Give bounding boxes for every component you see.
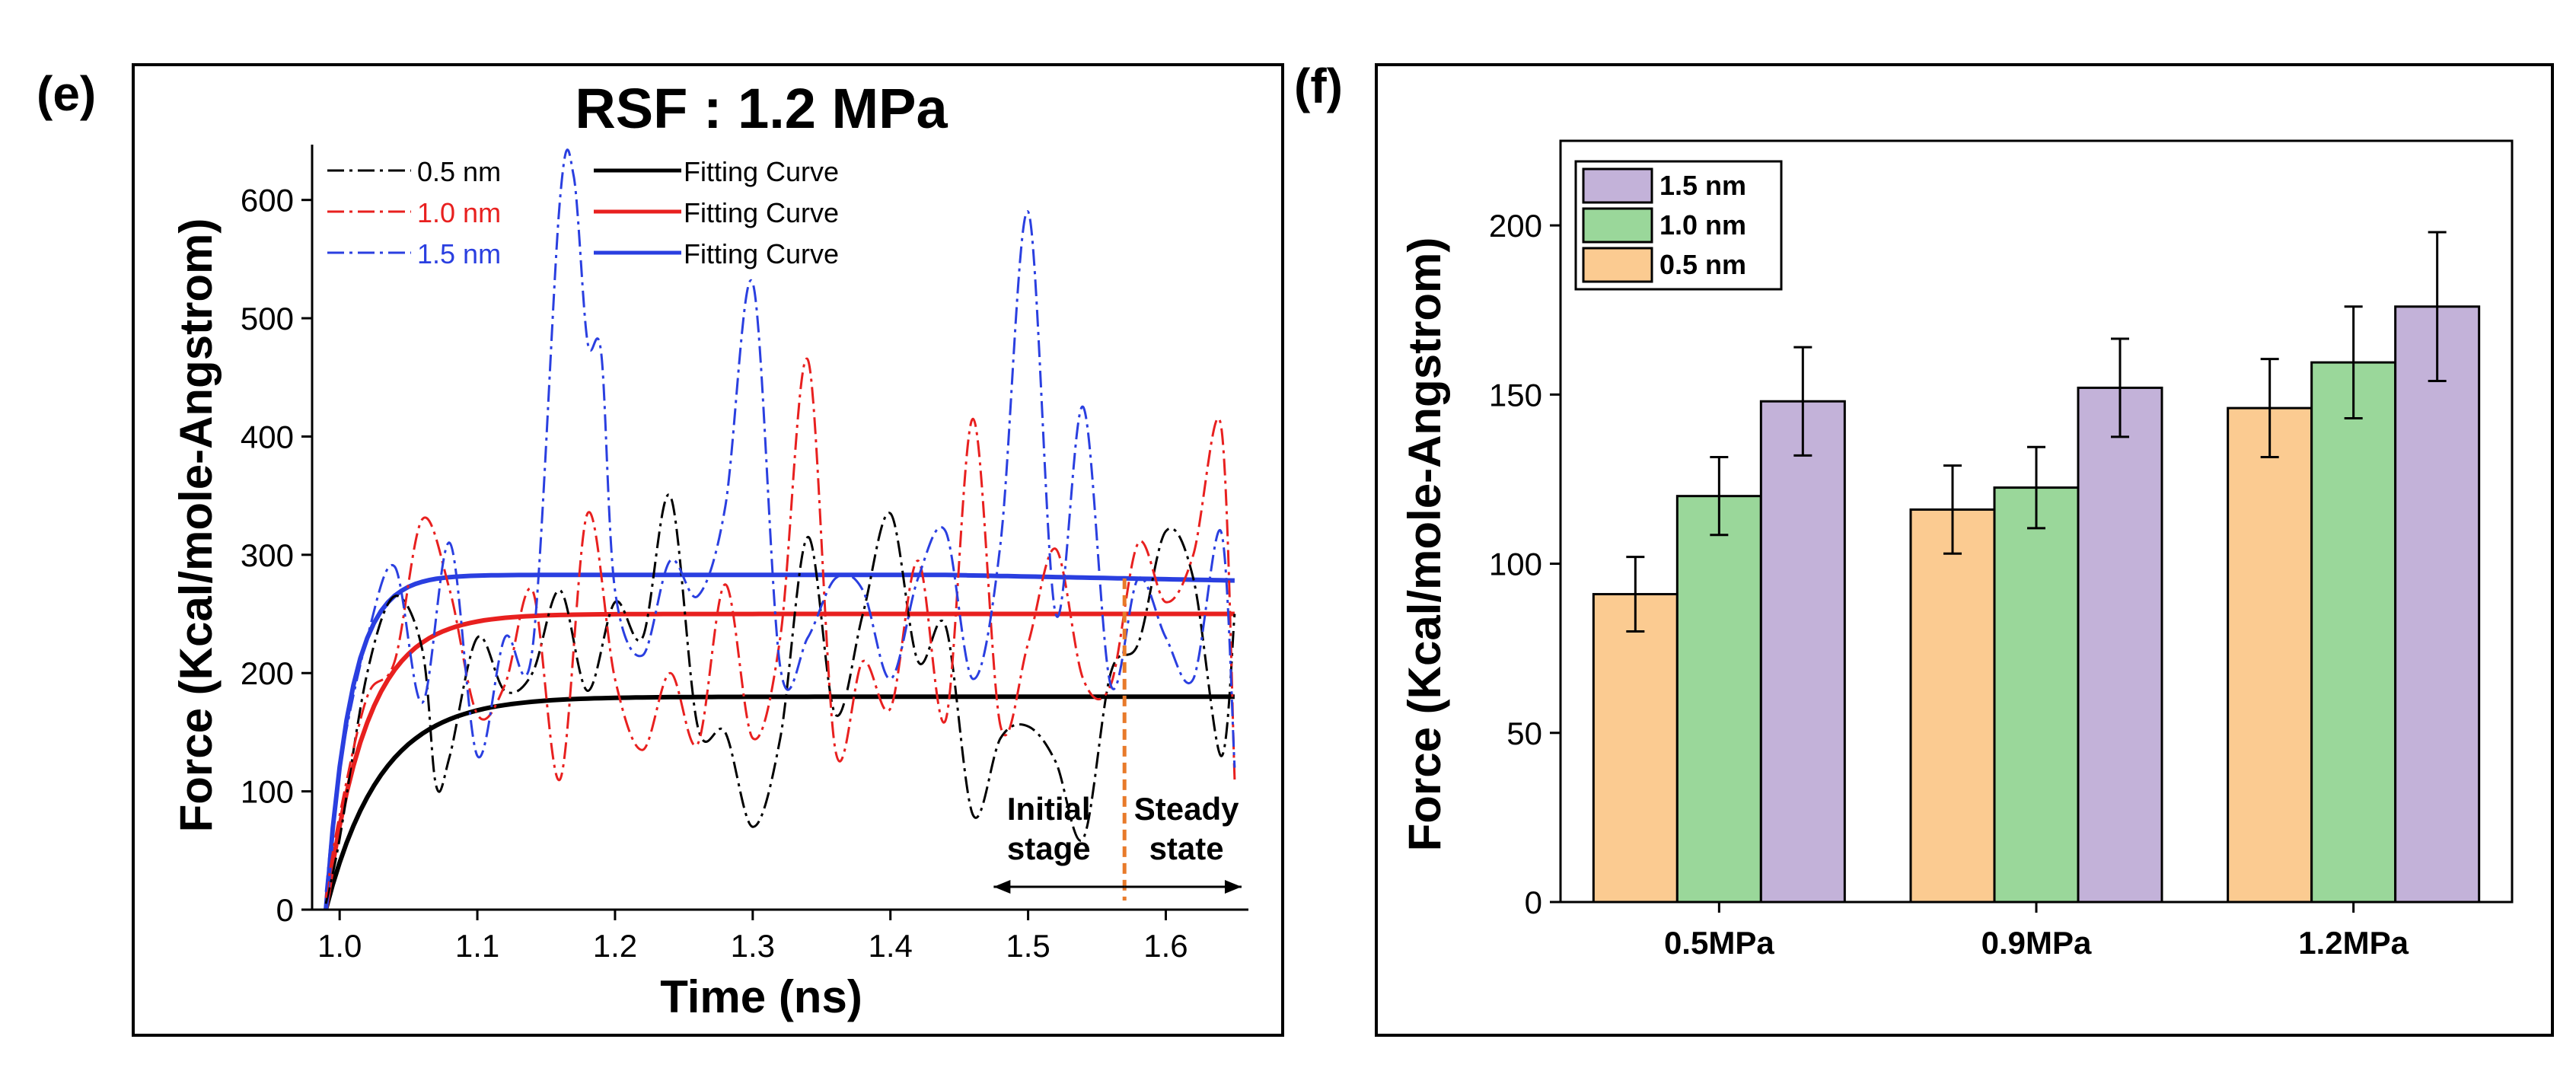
chart-f-x-ticks: 0.5MPa 0.9MPa 1.2MPa	[1664, 902, 2409, 961]
chart-f-x-tick-label: 0.5MPa	[1664, 925, 1774, 961]
annotation-steady-line2: state	[1149, 830, 1224, 866]
chart-f-legend: 1.5 nm 1.0 nm 0.5 nm	[1574, 160, 1783, 291]
legend-label-1.0nm: 1.0 nm	[1659, 209, 1746, 241]
chart-e-y-tick-label: 0	[276, 892, 294, 928]
chart-f-x-tick-label: 0.9MPa	[1981, 925, 2092, 961]
bar-1.0nm-1.2MPa	[2310, 361, 2397, 904]
bar-1.0nm-0.9MPa	[1993, 486, 2080, 904]
bar-1.5nm-0.9MPa	[2077, 386, 2163, 904]
chart-e-y-tick-label: 400	[241, 419, 294, 454]
chart-e-x-tick-label: 1.5	[1006, 928, 1050, 964]
fit-curve-line-1	[324, 611, 1235, 910]
chart-e-y-tick-label: 500	[241, 301, 294, 336]
chart-f-y-ticks: 0 50 100 150 200	[1489, 208, 1561, 920]
fit-curve-line-2	[324, 572, 1235, 910]
legend-swatch-1.5nm	[1582, 167, 1653, 204]
bar-0.5nm-0.9MPa	[1909, 508, 1996, 904]
chart-e-x-tick-label: 1.1	[455, 928, 499, 964]
chart-f-x-tick-label: 1.2MPa	[2298, 925, 2409, 961]
chart-e-raw-lines	[324, 148, 1236, 904]
chart-e-fit-lines	[324, 572, 1235, 910]
legend-label-1.5nm: 1.5 nm	[1659, 170, 1746, 201]
annotation-initial-line2: stage	[1007, 830, 1091, 866]
legend-label-raw-0.5nm: 0.5 nm	[417, 156, 501, 187]
chart-e-x-tick-label: 1.4	[869, 928, 913, 964]
stage-arrows	[993, 880, 1242, 894]
chart-f-y-label: Force (Kcal/mole-Angstrom)	[1399, 237, 1450, 852]
raw-series-line-1.0nm	[324, 357, 1236, 898]
chart-e-x-ticks: 1.0 1.1 1.2 1.3 1.4 1.5 1.6	[317, 910, 1188, 964]
raw-series-line-0.5nm	[324, 493, 1236, 904]
bar-1.5nm-0.5MPa	[1759, 400, 1846, 904]
chart-e-x-label: Time (ns)	[660, 971, 862, 1022]
bar-1.0nm-0.5MPa	[1675, 495, 1762, 904]
panel-e-frame	[132, 63, 1284, 1037]
chart-f-y-tick-label: 0	[1525, 885, 1542, 920]
chart-e-x-tick-label: 1.3	[731, 928, 775, 964]
chart-e-y-tick-label: 300	[241, 537, 294, 573]
panel-label-f: (f)	[1294, 59, 1343, 113]
legend-label-fit-0.5nm: Fitting Curve	[684, 156, 839, 187]
chart-e-y-tick-label: 200	[241, 655, 294, 691]
legend-swatch-1.0nm	[1582, 207, 1653, 244]
chart-e-y-ticks: 0 100 200 300 400 500 600	[241, 183, 312, 928]
chart-f-bars	[1592, 231, 2481, 904]
bar-0.5nm-0.5MPa	[1592, 593, 1679, 904]
legend-label-raw-1.0nm: 1.0 nm	[417, 197, 501, 228]
panel-label-e: (e)	[37, 66, 96, 121]
legend-swatch-0.5nm	[1582, 247, 1653, 283]
steady-state-arrowhead	[1224, 880, 1242, 894]
panel-f-frame	[1375, 63, 2554, 1037]
chart-e-y-tick-label: 100	[241, 774, 294, 810]
chart-e: Initial stage Steady state 0.5 nm 1.0 nm…	[171, 145, 1248, 1022]
chart-e-x-tick-label: 1.2	[593, 928, 637, 964]
annotation-initial-line1: Initial	[1007, 791, 1091, 827]
chart-f-y-tick-label: 50	[1506, 716, 1542, 751]
initial-stage-arrowhead	[993, 880, 1011, 894]
annotation-steady-line1: Steady	[1134, 791, 1239, 827]
bar-1.5nm-1.2MPa	[2394, 305, 2481, 904]
fit-curve-line-0	[324, 694, 1235, 910]
chart-e-y-label: Force (Kcal/mole-Angstrom)	[171, 218, 222, 833]
chart-f-y-tick-label: 100	[1489, 547, 1542, 582]
chart-e-plot-area	[312, 145, 1248, 952]
chart-e-title: RSF : 1.2 MPa	[575, 77, 948, 140]
legend-label-fit-1.0nm: Fitting Curve	[684, 197, 839, 228]
chart-e-y-tick-label: 600	[241, 183, 294, 218]
chart-f-y-tick-label: 150	[1489, 377, 1542, 413]
raw-series-line-1.5nm	[324, 148, 1236, 892]
legend-label-raw-1.5nm: 1.5 nm	[417, 238, 501, 269]
legend-label-0.5nm: 0.5 nm	[1659, 249, 1746, 280]
chart-e-x-tick-label: 1.0	[317, 928, 362, 964]
chart-e-legend: 0.5 nm 1.0 nm 1.5 nm Fitting Curve Fitti…	[327, 156, 839, 269]
legend-label-fit-1.5nm: Fitting Curve	[684, 238, 839, 269]
bar-0.5nm-1.2MPa	[2227, 406, 2313, 904]
chart-e-x-tick-label: 1.6	[1143, 928, 1188, 964]
chart-f: 0 50 100 150 200 0.5MPa 0.9MPa 1.2MPa 1.5 nm 1…	[1399, 139, 2514, 961]
chart-f-y-tick-label: 200	[1489, 208, 1542, 244]
